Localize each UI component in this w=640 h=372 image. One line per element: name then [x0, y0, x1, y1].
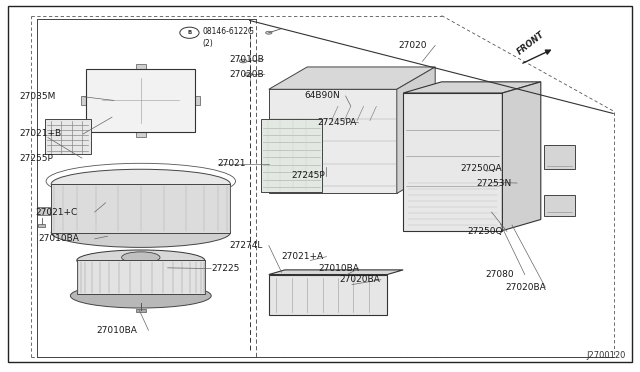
Text: (2): (2): [202, 39, 213, 48]
Text: 27021: 27021: [218, 159, 246, 168]
Polygon shape: [269, 67, 435, 89]
Ellipse shape: [106, 80, 176, 121]
Ellipse shape: [122, 252, 160, 263]
Bar: [136, 64, 146, 73]
Bar: [38, 224, 45, 227]
Bar: [136, 128, 146, 137]
Text: 27020: 27020: [398, 41, 427, 50]
Polygon shape: [397, 67, 435, 193]
Polygon shape: [269, 270, 403, 275]
Text: 27250QA: 27250QA: [461, 164, 502, 173]
Polygon shape: [544, 195, 575, 216]
Bar: [190, 96, 200, 105]
Text: 27245P: 27245P: [291, 171, 325, 180]
Ellipse shape: [77, 250, 205, 271]
Text: 27021+B: 27021+B: [19, 129, 61, 138]
Text: 27010BA: 27010BA: [96, 326, 137, 335]
Text: 27250Q: 27250Q: [467, 227, 502, 236]
Text: 27010BA: 27010BA: [319, 264, 360, 273]
Polygon shape: [544, 145, 575, 169]
Text: 64B90N: 64B90N: [305, 92, 340, 100]
Ellipse shape: [70, 283, 211, 308]
Text: 27010B: 27010B: [229, 55, 264, 64]
Ellipse shape: [51, 218, 230, 247]
Bar: [136, 309, 146, 312]
Text: 27080: 27080: [485, 270, 514, 279]
Polygon shape: [45, 119, 91, 154]
Text: 27255P: 27255P: [19, 154, 53, 163]
Polygon shape: [261, 119, 322, 192]
Ellipse shape: [244, 73, 252, 76]
Polygon shape: [86, 69, 195, 132]
Text: J2700120: J2700120: [586, 351, 626, 360]
Text: 08146-6122G: 08146-6122G: [202, 27, 254, 36]
Circle shape: [180, 27, 199, 38]
Ellipse shape: [77, 283, 205, 304]
Text: 27020BA: 27020BA: [339, 275, 380, 284]
Bar: [81, 96, 92, 105]
Polygon shape: [403, 93, 502, 231]
Ellipse shape: [266, 31, 272, 34]
Text: FRONT: FRONT: [516, 30, 547, 57]
Polygon shape: [51, 184, 230, 232]
Ellipse shape: [322, 105, 380, 122]
Text: 27225: 27225: [211, 264, 239, 273]
Text: 27253N: 27253N: [477, 179, 512, 187]
Polygon shape: [77, 260, 205, 294]
Text: 27021+A: 27021+A: [282, 252, 324, 261]
Bar: [37, 207, 50, 215]
Polygon shape: [502, 82, 541, 231]
Text: 27245PA: 27245PA: [317, 118, 356, 127]
Text: 27274L: 27274L: [229, 241, 262, 250]
Text: 27035M: 27035M: [19, 92, 56, 101]
Ellipse shape: [133, 96, 149, 105]
Text: 27020B: 27020B: [229, 70, 264, 79]
Text: 27021+C: 27021+C: [35, 208, 77, 217]
Text: B: B: [188, 30, 191, 35]
Text: 27010BA: 27010BA: [38, 234, 79, 243]
Polygon shape: [403, 82, 541, 93]
Ellipse shape: [239, 59, 247, 63]
Text: 27020BA: 27020BA: [506, 283, 547, 292]
Ellipse shape: [51, 169, 230, 199]
Polygon shape: [269, 275, 387, 315]
Polygon shape: [269, 89, 397, 193]
